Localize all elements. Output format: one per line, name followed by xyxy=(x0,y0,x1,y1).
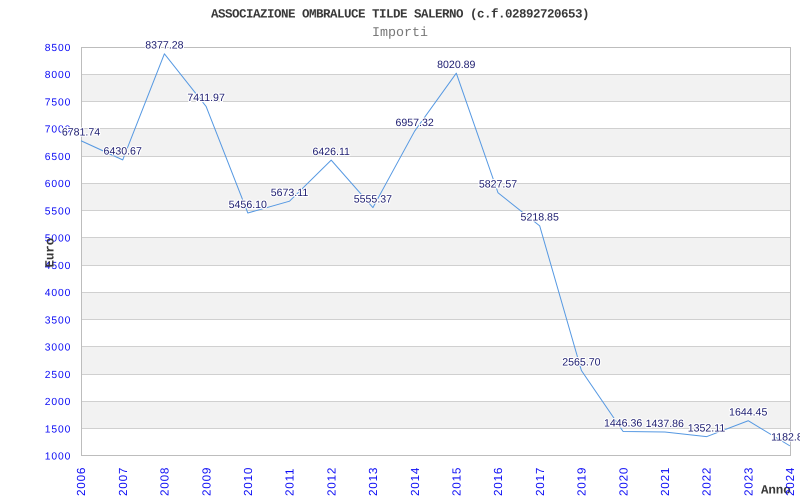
svg-text:2009: 2009 xyxy=(200,467,213,496)
svg-text:1000: 1000 xyxy=(45,452,72,463)
svg-text:2015: 2015 xyxy=(451,467,464,496)
svg-text:5827.57: 5827.57 xyxy=(479,179,517,191)
svg-text:3500: 3500 xyxy=(45,315,72,326)
svg-text:ASSOCIAZIONE OMBRALUCE TILDE S: ASSOCIAZIONE OMBRALUCE TILDE SALERNO (c.… xyxy=(211,8,589,22)
svg-text:5000: 5000 xyxy=(45,234,72,245)
svg-text:5555.37: 5555.37 xyxy=(354,193,392,205)
svg-text:1644.45: 1644.45 xyxy=(729,407,767,419)
svg-text:3000: 3000 xyxy=(45,343,72,354)
svg-text:6500: 6500 xyxy=(45,152,72,163)
svg-text:2023: 2023 xyxy=(742,467,755,496)
svg-text:6957.32: 6957.32 xyxy=(395,117,433,129)
svg-text:2021: 2021 xyxy=(659,467,672,496)
svg-text:6781.74: 6781.74 xyxy=(62,127,100,139)
svg-text:1182.85: 1182.85 xyxy=(771,432,800,444)
svg-text:Anno: Anno xyxy=(761,484,791,498)
svg-text:1500: 1500 xyxy=(45,424,72,435)
svg-text:5673.11: 5673.11 xyxy=(271,187,309,199)
svg-text:5500: 5500 xyxy=(45,206,72,217)
svg-text:2500: 2500 xyxy=(45,370,72,381)
svg-text:2006: 2006 xyxy=(75,467,88,496)
svg-text:2565.70: 2565.70 xyxy=(562,356,600,368)
svg-text:1352.11: 1352.11 xyxy=(688,422,726,434)
svg-text:1437.86: 1437.86 xyxy=(646,418,684,430)
svg-text:2000: 2000 xyxy=(45,397,72,408)
svg-text:2024: 2024 xyxy=(784,467,797,496)
svg-text:2020: 2020 xyxy=(617,467,630,496)
svg-text:2007: 2007 xyxy=(117,467,130,496)
svg-text:7500: 7500 xyxy=(45,97,72,108)
svg-text:4500: 4500 xyxy=(45,261,72,272)
svg-text:2014: 2014 xyxy=(409,467,422,496)
svg-text:8377.28: 8377.28 xyxy=(145,40,183,52)
svg-text:8500: 8500 xyxy=(45,43,72,54)
svg-text:2022: 2022 xyxy=(701,467,714,496)
svg-text:2017: 2017 xyxy=(534,467,547,496)
svg-text:1446.36: 1446.36 xyxy=(604,417,642,429)
svg-text:2013: 2013 xyxy=(367,467,380,496)
svg-text:2011: 2011 xyxy=(284,468,297,496)
svg-text:2010: 2010 xyxy=(242,467,255,496)
svg-text:7411.97: 7411.97 xyxy=(187,92,225,104)
svg-text:5218.85: 5218.85 xyxy=(521,212,559,224)
svg-text:6430.67: 6430.67 xyxy=(104,146,142,158)
svg-text:Euro: Euro xyxy=(44,238,58,268)
svg-text:7000: 7000 xyxy=(45,125,72,136)
svg-text:2019: 2019 xyxy=(576,467,589,496)
svg-text:4000: 4000 xyxy=(45,288,72,299)
svg-text:8000: 8000 xyxy=(45,70,72,81)
svg-text:6426.11: 6426.11 xyxy=(312,146,350,158)
svg-text:8020.89: 8020.89 xyxy=(437,59,475,71)
svg-text:2016: 2016 xyxy=(492,467,505,496)
svg-text:6000: 6000 xyxy=(45,179,72,190)
svg-text:2012: 2012 xyxy=(325,467,338,496)
svg-text:5456.10: 5456.10 xyxy=(229,199,267,211)
svg-text:Importi: Importi xyxy=(372,26,428,41)
svg-text:2008: 2008 xyxy=(159,467,172,496)
